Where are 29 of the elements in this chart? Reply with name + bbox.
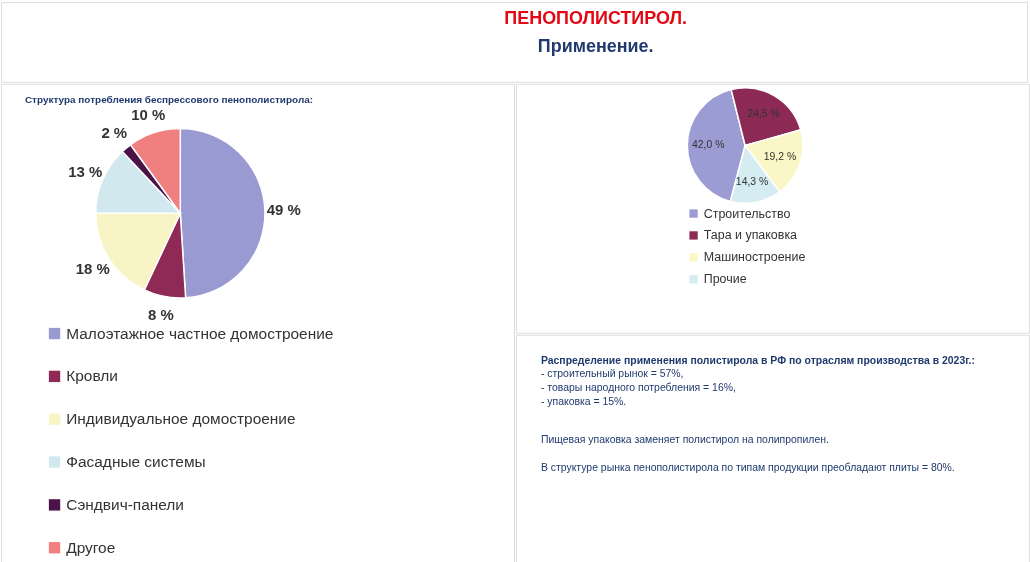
legend-label: Машиностроение xyxy=(703,250,806,265)
text: Пищевая упаковка заменяет полистирол на полипропилен. xyxy=(540,433,829,445)
data-label: 13 % xyxy=(68,163,103,181)
text: - строительный рынок = 57%, xyxy=(540,368,684,380)
data-label: 19,2 % xyxy=(763,151,797,163)
text: Распределение применения полистирола в РФ по отраслям производства в 2023г.: xyxy=(540,354,975,366)
legend-label: Малоэтажное частное домостроение xyxy=(66,324,334,342)
chart-title: Структура потребления беспрессового пенополистирола: xyxy=(24,93,314,105)
legend-label: Индивидуальное домостроение xyxy=(66,410,296,428)
legend-label: Строительство xyxy=(703,206,791,221)
legend-label: Прочие xyxy=(703,272,747,287)
legend-label: Тара и упаковка xyxy=(703,228,798,243)
data-label: 2 % xyxy=(101,124,128,142)
text: В структуре рынка пенополистирола по типам продукции преобладают плиты = 80%. xyxy=(540,461,955,473)
legend-label: Другое xyxy=(66,538,116,556)
text: Применение. xyxy=(537,35,654,56)
legend-label: Кровли xyxy=(66,367,118,385)
data-label: 18 % xyxy=(75,259,110,277)
data-label: 49 % xyxy=(266,201,301,218)
data-label: 10 % xyxy=(131,105,166,123)
text: - товары народного потребления = 16%, xyxy=(540,381,736,393)
data-label: 42,0 % xyxy=(692,139,725,151)
data-label: 24,5 % xyxy=(747,107,780,119)
legend-label: Фасадные системы xyxy=(66,453,206,471)
text: ПЕНОПОЛИСТИРОЛ. xyxy=(504,8,688,29)
data-label: 14,3 % xyxy=(735,175,769,187)
text: - упаковка = 15%. xyxy=(540,395,627,407)
data-label: 8 % xyxy=(148,306,174,324)
legend-label: Сэндвич-панели xyxy=(66,495,184,513)
